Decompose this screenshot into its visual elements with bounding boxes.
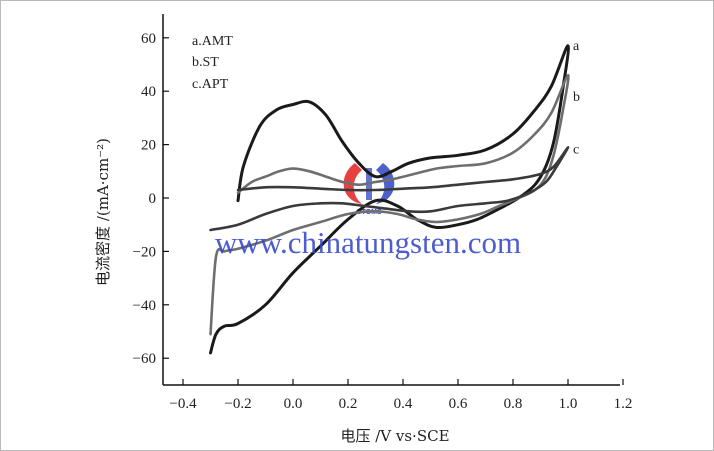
curve-label-a: a (573, 39, 580, 54)
y-tick-label: 0 (149, 191, 157, 207)
curves (209, 44, 570, 355)
y-tick-label: −60 (133, 351, 156, 367)
x-tick-label: −0.4 (169, 396, 197, 412)
curve-c (209, 146, 570, 232)
y-axis-title: 电流密度 /(mA·cm⁻²) (94, 138, 112, 286)
x-tick-label: 0.0 (284, 396, 303, 412)
x-tick-label: 1.2 (614, 396, 633, 412)
legend-item-a: a.AMT (192, 34, 233, 49)
x-ticks: −0.4 −0.2 0.0 0.2 0.4 0.6 0.8 1.0 1.2 (169, 379, 632, 412)
x-tick-label: −0.2 (224, 396, 251, 412)
y-tick-label: −20 (133, 244, 156, 260)
legend-item-c: c.APT (192, 77, 229, 92)
y-ticks: 60 40 20 0 −20 −40 −60 (133, 31, 169, 367)
x-tick-label: 1.0 (559, 396, 578, 412)
curve-label-c: c (573, 142, 579, 157)
logo-blue-swoosh (376, 163, 395, 204)
y-tick-label: 40 (141, 84, 156, 100)
curve-labels: a b c (573, 39, 580, 157)
y-tick-label: 20 (141, 138, 156, 154)
x-tick-label: 0.6 (449, 396, 468, 412)
url-watermark: www.chinatungsten.com (215, 225, 521, 260)
x-tick-label: 0.8 (504, 396, 523, 412)
legend: a.AMT b.ST c.APT (192, 34, 233, 92)
x-axis-title: 电压 /V vs·SCE (340, 427, 449, 445)
curve-a (209, 44, 570, 355)
x-tick-label: 0.4 (394, 396, 413, 412)
x-tick-label: 0.2 (339, 396, 358, 412)
y-tick-label: −40 (133, 298, 156, 314)
curve-label-b: b (573, 90, 580, 105)
curve-b (209, 73, 570, 336)
legend-item-b: b.ST (192, 55, 219, 70)
y-tick-label: 60 (141, 31, 156, 47)
